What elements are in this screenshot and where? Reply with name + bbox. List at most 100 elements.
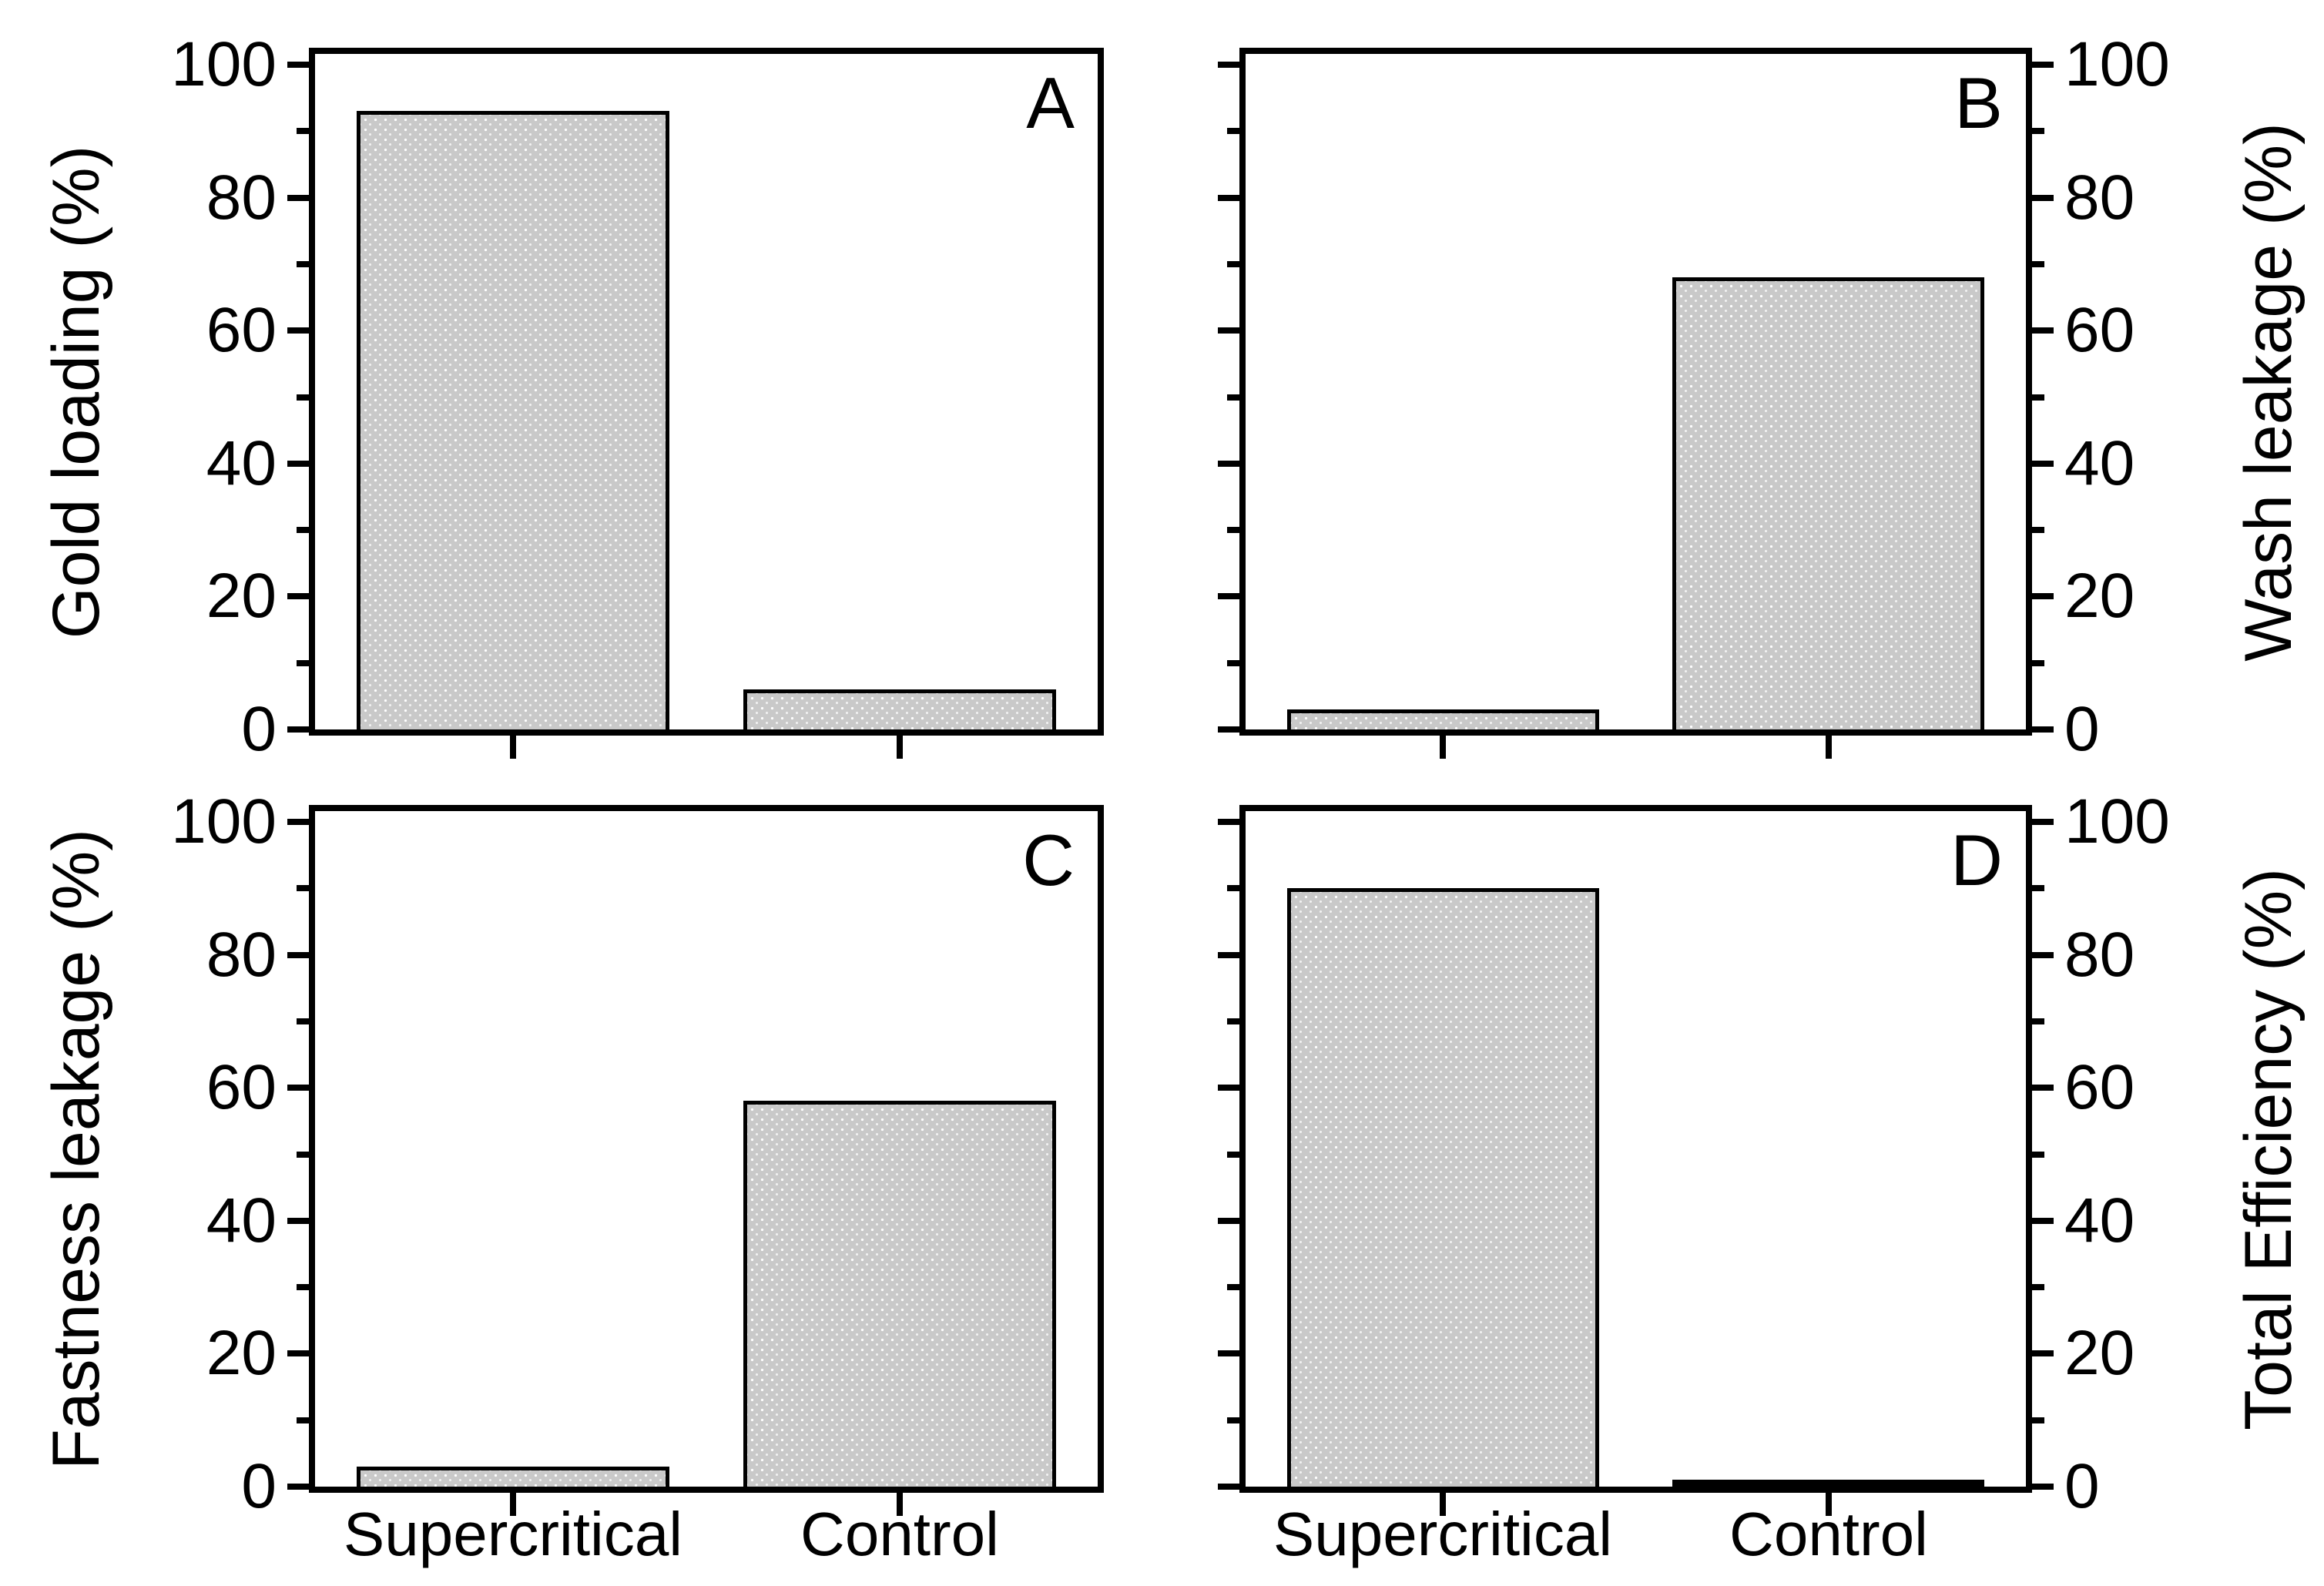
y-major-tick [287,593,309,599]
y-tick-label: 60 [2064,1052,2135,1122]
y-major-tick [1218,195,1239,201]
y-axis-title: Total Efficiency (%) [2232,868,2306,1430]
bar-supercritical [357,111,669,736]
y-major-tick [287,1085,309,1091]
y-major-tick [287,62,309,68]
y-tick-label: 0 [2064,694,2100,764]
y-tick-label: 100 [2064,29,2170,99]
y-minor-tick [2032,1152,2044,1158]
y-minor-tick [2032,527,2044,533]
y-minor-tick [1227,660,1239,666]
y-minor-tick [2032,1417,2044,1423]
y-minor-tick [2032,128,2044,134]
y-minor-tick [297,1417,309,1423]
y-tick-label: 20 [206,561,277,631]
y-tick-label: 80 [2064,163,2135,233]
y-minor-tick [2032,261,2044,267]
y-major-tick [287,819,309,825]
y-major-tick [1218,593,1239,599]
x-category-tick [510,736,516,759]
y-major-tick [2032,952,2054,958]
y-tick-label: 80 [206,920,277,990]
y-tick-label: 20 [2064,561,2135,631]
y-minor-tick [2032,885,2044,891]
y-tick-label: 60 [206,295,277,365]
x-category-tick [510,1493,516,1516]
y-minor-tick [1227,261,1239,267]
y-tick-label: 20 [2064,1318,2135,1388]
x-category-tick [1440,736,1446,759]
bar-control [743,689,1056,736]
bar-supercritical [1287,709,1599,736]
panel-letter: D [1950,820,2003,900]
y-minor-tick [297,394,309,401]
y-minor-tick [1227,1152,1239,1158]
y-major-tick [2032,327,2054,334]
y-minor-tick [1227,1284,1239,1290]
y-minor-tick [297,1018,309,1024]
y-major-tick [287,726,309,733]
y-tick-label: 40 [2064,428,2135,498]
y-tick-label: 100 [171,29,277,99]
y-minor-tick [1227,128,1239,134]
x-category-tick [1440,1493,1446,1516]
y-axis-title: Fastness leakage (%) [39,829,113,1470]
x-tick-label-control: Control [1729,1500,1928,1568]
y-axis-title: Wash leakage (%) [2232,122,2306,662]
y-tick-label: 100 [171,786,277,857]
y-minor-tick [1227,885,1239,891]
y-tick-label: 60 [206,1052,277,1122]
y-major-tick [2032,1085,2054,1091]
x-category-tick [897,736,903,759]
bar-control [1672,277,1984,736]
y-major-tick [1218,819,1239,825]
panel-letter: B [1954,62,2003,143]
x-tick-label-control: Control [800,1500,999,1568]
y-tick-label: 0 [2064,1451,2100,1521]
y-tick-label: 0 [241,1451,277,1521]
y-minor-tick [297,885,309,891]
y-major-tick [1218,461,1239,467]
x-category-tick [1826,736,1832,759]
y-minor-tick [1227,527,1239,533]
y-major-tick [2032,1218,2054,1224]
bar-control [1672,1480,1984,1493]
y-major-tick [287,952,309,958]
y-minor-tick [2032,394,2044,401]
y-minor-tick [1227,1018,1239,1024]
y-major-tick [287,1218,309,1224]
y-major-tick [2032,461,2054,467]
x-category-tick [1826,1493,1832,1516]
y-major-tick [2032,726,2054,733]
y-minor-tick [297,660,309,666]
y-major-tick [1218,1085,1239,1091]
y-major-tick [1218,1218,1239,1224]
y-minor-tick [1227,1417,1239,1423]
y-minor-tick [297,1152,309,1158]
y-tick-label: 0 [241,694,277,764]
y-minor-tick [2032,1284,2044,1290]
y-major-tick [287,1350,309,1356]
y-major-tick [287,195,309,201]
panel-letter: C [1022,820,1075,900]
y-minor-tick [1227,394,1239,401]
y-major-tick [2032,195,2054,201]
panel-letter: A [1026,62,1075,143]
y-major-tick [2032,819,2054,825]
y-major-tick [287,1484,309,1490]
bar-supercritical [357,1467,669,1493]
y-minor-tick [297,261,309,267]
x-tick-label-supercritical: Supercritical [343,1500,683,1568]
y-major-tick [1218,1484,1239,1490]
y-tick-label: 20 [206,1318,277,1388]
y-major-tick [287,461,309,467]
y-major-tick [1218,952,1239,958]
y-tick-label: 40 [206,1185,277,1256]
y-tick-label: 80 [206,163,277,233]
y-minor-tick [297,527,309,533]
y-major-tick [1218,327,1239,334]
x-tick-label-supercritical: Supercritical [1273,1500,1613,1568]
y-tick-label: 40 [206,428,277,498]
bar-control [743,1101,1056,1493]
